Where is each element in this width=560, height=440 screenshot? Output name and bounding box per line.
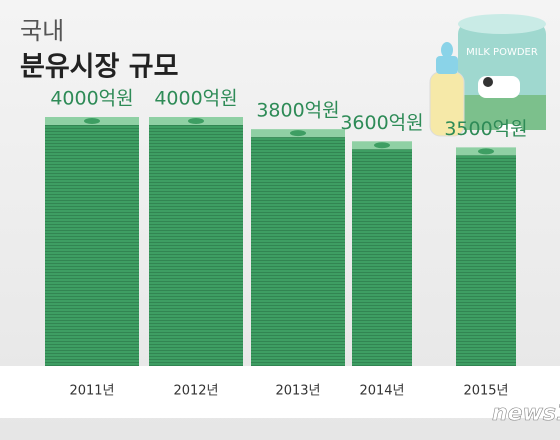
chart-title: 국내 bbox=[20, 17, 64, 45]
x-tick-label: 2011년 bbox=[69, 384, 114, 399]
value-label: 3800억원 bbox=[256, 100, 339, 122]
bill-seal bbox=[84, 118, 100, 124]
x-tick-label: 2013년 bbox=[275, 384, 320, 399]
x-tick-label: 2014년 bbox=[359, 384, 404, 399]
label-band bbox=[0, 366, 560, 418]
value-label: 3500억원 bbox=[444, 118, 527, 140]
x-tick-label: 2012년 bbox=[173, 384, 218, 399]
chart-subtitle: 분유시장 규모 bbox=[20, 52, 178, 83]
bar bbox=[251, 135, 345, 366]
bill-seal bbox=[374, 142, 390, 149]
value-label: 3600억원 bbox=[340, 112, 423, 134]
bar bbox=[45, 123, 139, 366]
x-tick-label: 2015년 bbox=[463, 384, 508, 399]
value-label: 4000억원 bbox=[154, 88, 237, 110]
value-label: 4000억원 bbox=[50, 88, 133, 110]
can-label: MILK POWDER bbox=[466, 47, 538, 58]
bill-seal bbox=[188, 118, 204, 124]
bar bbox=[352, 147, 412, 366]
bar bbox=[456, 153, 516, 366]
bill-seal bbox=[478, 148, 494, 155]
logo: news1 bbox=[492, 401, 560, 426]
milk-illustration: MILK POWDER bbox=[429, 14, 546, 137]
bar bbox=[149, 123, 243, 366]
bill-seal bbox=[290, 130, 306, 137]
